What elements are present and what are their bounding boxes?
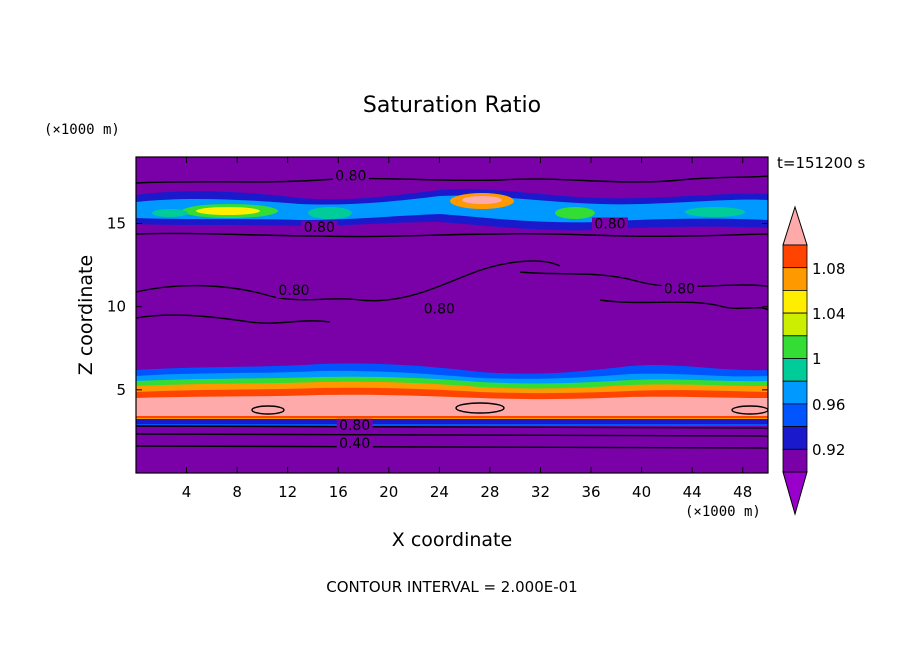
y-tick-label: 10 (107, 298, 126, 316)
colorbar-label: 1.08 (812, 260, 845, 278)
contour-lines (136, 175, 768, 449)
y-tick-layer: 5 10 15 (107, 215, 768, 399)
x-tick-label: 20 (379, 483, 398, 501)
contour-low-1 (136, 425, 768, 429)
x-tick-label: 12 (278, 483, 297, 501)
x-axis-label: X coordinate (392, 529, 512, 551)
contour-label-layer: 0.80 0.80 0.80 0.80 0.80 0.80 0.80 0.40 (276, 168, 698, 452)
contour-label: 0.80 (339, 418, 370, 434)
contour-label-bg (336, 437, 373, 452)
contour-label-bg (421, 302, 458, 317)
contour-label: 0.80 (424, 301, 455, 317)
contour-mid-3 (519, 271, 768, 288)
colorbar-swatch (782, 426, 808, 450)
contour-upper (136, 232, 768, 238)
x-tick-label: 48 (733, 483, 752, 501)
colorbar-label: 1 (812, 350, 822, 368)
x-unit-label: (×1000 m) (685, 504, 761, 520)
colorbar-swatch (782, 335, 808, 359)
upper-green-2 (308, 207, 352, 219)
x-tick-label: 16 (329, 483, 348, 501)
lower-band-dark-blue-edge (136, 419, 768, 424)
colorbar-top-extension (782, 205, 808, 246)
contour-mid-2 (136, 314, 331, 324)
contour-low-3 (136, 445, 768, 449)
contour-mid-4 (599, 299, 768, 311)
y-unit-label: (×1000 m) (44, 122, 120, 138)
colorbar-bottom-extension (782, 471, 808, 516)
colorbar-label: 0.96 (812, 396, 845, 414)
colorbar-swatch (782, 380, 808, 405)
upper-green-3 (555, 207, 595, 219)
contour-label-bg (301, 220, 338, 235)
colorbar-label: 1.04 (812, 305, 845, 323)
colorbar-swatch (782, 358, 808, 382)
upper-band-mid (136, 195, 768, 223)
colorbar-swatch (782, 244, 808, 269)
contour-label-bg (592, 217, 628, 232)
x-tick-label: 8 (232, 483, 242, 501)
contour-label: 0.40 (339, 436, 370, 452)
x-tick-label: 4 (182, 483, 192, 501)
contour-mid-1 (136, 260, 561, 302)
x-tick-label: 28 (480, 483, 499, 501)
colorbar-swatch (782, 267, 808, 291)
colorbar-label: 0.92 (812, 441, 845, 459)
plot-frame (135, 156, 769, 474)
contour-top (136, 175, 768, 184)
x-tick-layer: 4 8 12 16 20 24 28 32 36 40 44 48 (182, 157, 752, 501)
contour-label: 0.80 (664, 281, 695, 297)
saturation-field (136, 157, 768, 473)
x-tick-label: 40 (632, 483, 651, 501)
contour-blob-3 (731, 405, 768, 415)
y-tick-label: 5 (116, 381, 126, 399)
x-tick-label: 36 (581, 483, 600, 501)
contour-label: 0.80 (335, 168, 366, 184)
colorbar-swatch (782, 289, 808, 314)
colorbar-swatch (782, 403, 808, 427)
contour-label: 0.80 (304, 220, 335, 236)
y-tick-label: 15 (107, 215, 126, 233)
contour-blob-1 (455, 402, 505, 414)
contour-label: 0.80 (594, 217, 625, 233)
lower-band-pink (136, 394, 768, 416)
contour-low-2 (136, 433, 768, 437)
upper-yellow-1 (196, 207, 260, 215)
colorbar-swatch (782, 312, 808, 337)
x-tick-label: 44 (683, 483, 702, 501)
x-tick-label: 32 (531, 483, 550, 501)
colorbar-swatch (782, 448, 808, 473)
upper-green-5 (152, 209, 188, 217)
upper-pink-1 (462, 196, 502, 204)
contour-interval-footer: CONTOUR INTERVAL = 2.000E-01 (326, 578, 577, 596)
x-tick-label: 24 (430, 483, 449, 501)
contour-label-bg (336, 418, 373, 433)
contour-label-bg (332, 169, 369, 184)
upper-green-4 (685, 207, 745, 217)
y-axis-label: Z coordinate (75, 255, 97, 375)
contour-blob-2 (251, 405, 285, 415)
colorbar: 0.92 0.96 1 1.04 1.08 (782, 205, 845, 516)
contour-label-bg (276, 284, 312, 299)
chart-title: Saturation Ratio (363, 93, 541, 118)
time-label: t=151200 s (777, 154, 865, 172)
contour-label-bg (661, 282, 698, 297)
contour-label: 0.80 (278, 283, 309, 299)
